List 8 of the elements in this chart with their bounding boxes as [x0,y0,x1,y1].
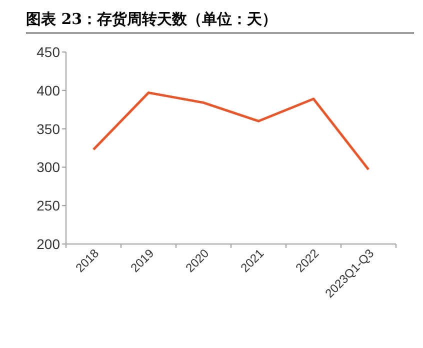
line-series [92,91,370,171]
y-tick-label: 450 [36,44,60,60]
y-tick-label: 400 [36,82,60,98]
y-tick-label: 350 [36,120,60,137]
y-tick-label: 250 [36,198,60,214]
chart-title: 图表 23：存货周转天数（单位：天） [26,10,278,28]
y-tick-label: 300 [36,159,60,176]
y-tick-label: 200 [36,236,60,252]
